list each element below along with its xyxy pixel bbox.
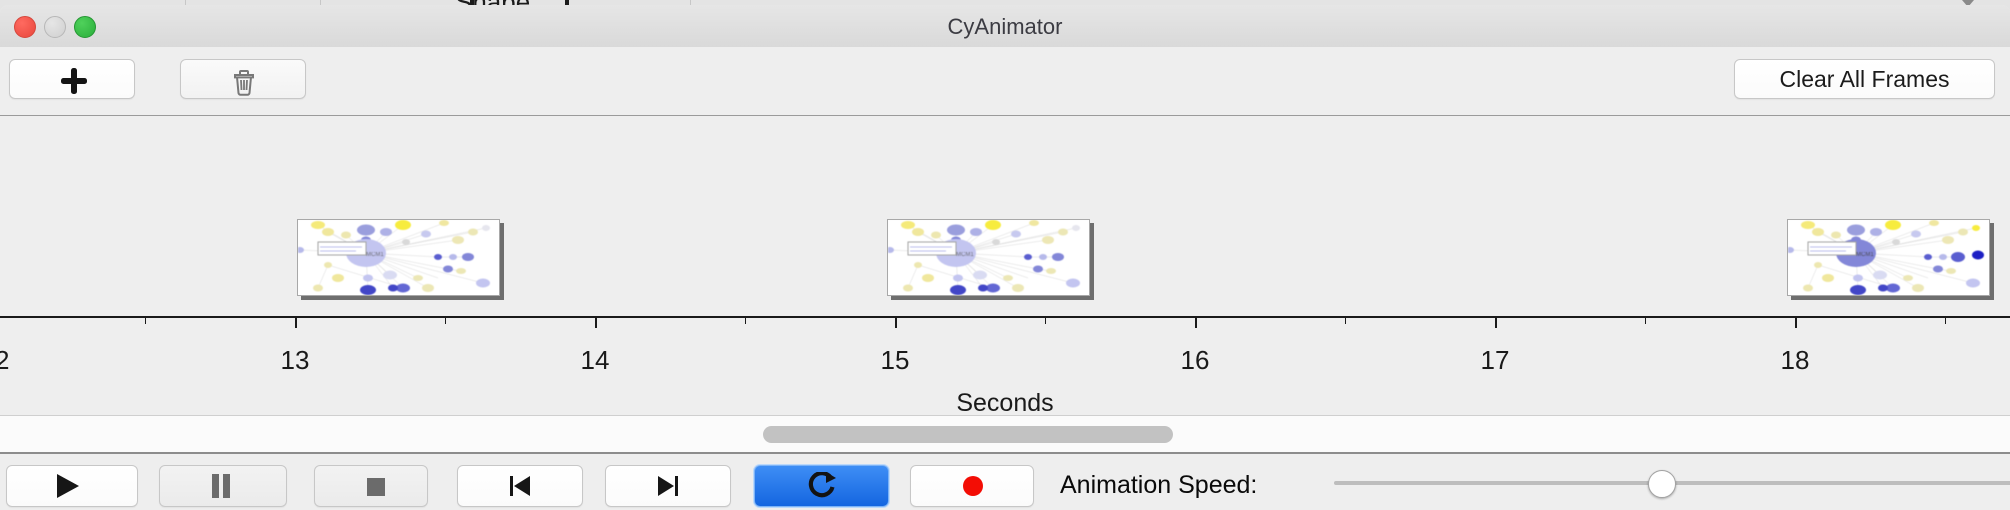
- svg-text:MCM1: MCM1: [956, 252, 974, 258]
- svg-text:MCM1: MCM1: [366, 252, 384, 258]
- svg-text:MCM1: MCM1: [1856, 252, 1874, 258]
